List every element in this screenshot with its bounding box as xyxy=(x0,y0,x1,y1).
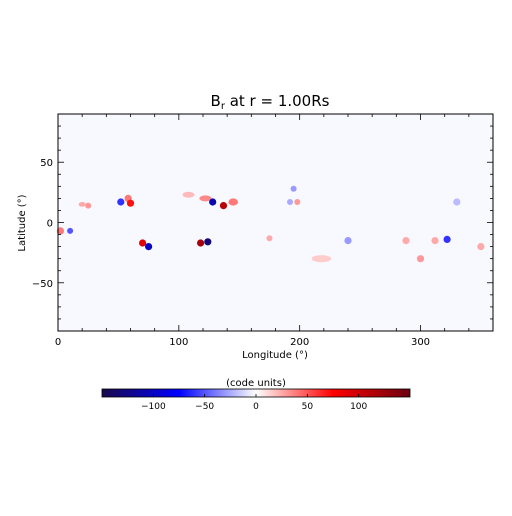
colorbar-label: (code units) xyxy=(226,378,286,389)
field-feature-0 xyxy=(56,227,64,235)
field-feature-12 xyxy=(199,195,212,202)
y-tick-label: 0 xyxy=(47,219,53,230)
chart-title-rest: at r = 1.00Rs xyxy=(225,92,330,110)
field-feature-11 xyxy=(204,238,212,246)
y-tick-label: 50 xyxy=(40,158,53,169)
field-feature-17 xyxy=(287,199,293,205)
chart-title: Br at r = 1.00Rs xyxy=(211,92,330,112)
field-feature-27 xyxy=(477,243,485,251)
x-tick-label: 200 xyxy=(290,337,309,348)
field-feature-16 xyxy=(290,185,297,192)
x-tick-label: 0 xyxy=(55,337,61,348)
y-axis-label: Latitude (°) xyxy=(17,194,28,251)
field-feature-9 xyxy=(182,191,195,198)
colorbar-ticks: −100 −50 0 50 100 xyxy=(141,394,368,412)
x-axis-label: Longitude (°) xyxy=(242,350,308,361)
colorbar-tick-label: −50 xyxy=(195,402,214,412)
field-feature-15 xyxy=(228,198,238,206)
field-feature-21 xyxy=(344,237,352,245)
field-feature-8 xyxy=(145,243,153,251)
colorbar-tick-label: −100 xyxy=(141,402,166,412)
field-feature-1 xyxy=(67,227,74,234)
field-feature-25 xyxy=(443,235,451,243)
field-feature-24 xyxy=(431,237,439,245)
colorbar-tick-label: 0 xyxy=(253,402,259,412)
heatmap-field xyxy=(56,185,485,263)
axis-ticks: 0 100 200 300 −50 0 50 xyxy=(32,113,494,348)
field-feature-3 xyxy=(85,202,92,209)
field-feature-18 xyxy=(294,199,301,205)
field-feature-13 xyxy=(209,198,217,206)
field-feature-6 xyxy=(126,199,135,207)
field-feature-7 xyxy=(139,239,147,247)
colorbar-tick-label: 50 xyxy=(302,402,314,412)
chart-title-subscript: r xyxy=(221,101,226,112)
chart-title-main: B xyxy=(211,92,221,110)
y-tick-label: −50 xyxy=(32,279,53,290)
field-feature-4 xyxy=(117,198,125,206)
field-feature-20 xyxy=(311,255,332,263)
colorbar-tick-label: 100 xyxy=(350,402,367,412)
x-tick-label: 100 xyxy=(169,337,188,348)
field-feature-10 xyxy=(197,239,205,247)
field-feature-2 xyxy=(78,202,86,207)
field-feature-19 xyxy=(266,235,273,242)
plot-background xyxy=(58,114,493,331)
field-feature-14 xyxy=(219,202,228,210)
field-feature-23 xyxy=(416,255,425,263)
x-tick-label: 300 xyxy=(411,337,430,348)
field-feature-22 xyxy=(402,237,410,245)
field-feature-26 xyxy=(453,198,461,206)
